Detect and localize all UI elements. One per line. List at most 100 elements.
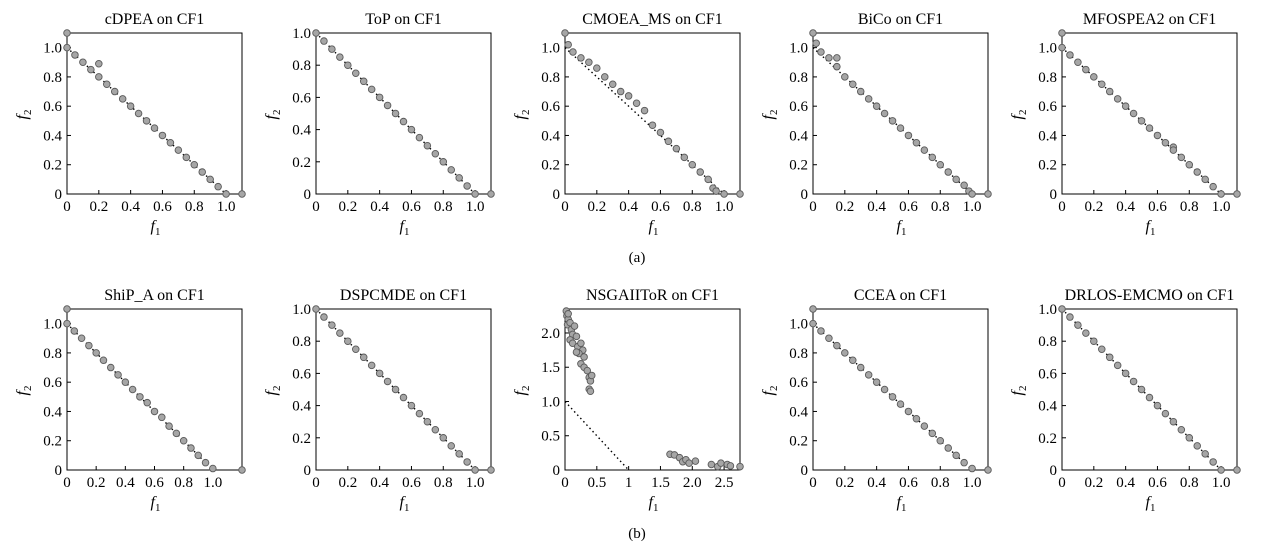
data-point — [423, 417, 432, 426]
data-point — [121, 378, 130, 386]
data-point — [158, 131, 167, 140]
data-point — [1185, 160, 1194, 169]
data-point — [172, 429, 181, 438]
data-point — [580, 353, 588, 361]
x-axis-label: f1 — [400, 218, 410, 238]
data-point — [431, 426, 440, 434]
data-point — [92, 349, 100, 357]
data-point — [664, 137, 673, 146]
y-tick-label: 0.2 — [789, 158, 808, 174]
y-tick-label: 0.4 — [1038, 128, 1057, 144]
data-point — [572, 348, 581, 356]
subplot-1: cDPEA on CF1 0 0.2 0.4 0.6 0.8 1.0 0 0.2 0.4 0.6 0.… — [14, 11, 246, 238]
x-tick-label: 1.0 — [715, 199, 734, 215]
y-tick-label: 0.2 — [43, 158, 62, 174]
data-point — [904, 407, 913, 416]
data-point — [632, 99, 641, 108]
data-point — [63, 43, 71, 52]
x-tick-label: 0.4 — [1116, 475, 1135, 491]
x-axis-label: f1 — [151, 494, 161, 514]
data-point — [165, 422, 173, 430]
data-point — [431, 149, 440, 158]
data-point — [1105, 353, 1114, 362]
x-tick-label: 0.2 — [1084, 475, 1103, 491]
data-point — [1121, 369, 1130, 378]
data-point — [1082, 65, 1090, 74]
data-point — [1113, 361, 1122, 370]
x-tick-label: 0 — [809, 475, 817, 491]
data-point — [312, 29, 320, 37]
x-tick-label: 1.0 — [1212, 475, 1231, 491]
data-point — [320, 313, 328, 321]
data-point — [1074, 321, 1082, 329]
x-tick-label: 0.6 — [1148, 199, 1167, 215]
y-tick-label: 1.0 — [292, 26, 311, 42]
y-tick-label: 0 — [304, 187, 312, 203]
x-tick-label: 0 — [312, 199, 320, 215]
data-point — [1090, 73, 1098, 81]
subplot-title: CCEA on CF1 — [854, 287, 947, 304]
data-point — [70, 327, 79, 335]
data-point — [809, 319, 817, 328]
x-tick-label: 1.0 — [466, 475, 485, 491]
data-point — [1058, 305, 1066, 313]
x-tick-label: 1.0 — [963, 475, 982, 491]
x-tick-label: 0.8 — [185, 199, 204, 215]
data-point — [1193, 168, 1201, 176]
x-tick-label: 0.6 — [899, 475, 918, 491]
data-point — [1066, 313, 1074, 321]
x-tick-label: 0.6 — [651, 199, 670, 215]
data-point — [352, 69, 360, 77]
data-point — [142, 117, 151, 125]
data-point — [95, 59, 103, 68]
axes-frame — [315, 308, 492, 471]
y-tick-label: 0.4 — [292, 123, 311, 139]
data-point — [238, 190, 246, 198]
x-axis-label: f1 — [400, 494, 410, 514]
subplot-2: ToP on CF1 0 0.2 0.4 0.6 0.8 1.0 0 0.2 0.4 0.6 0.8 1… — [263, 11, 495, 238]
data-point — [1209, 182, 1217, 191]
data-point — [809, 29, 817, 37]
data-point — [968, 190, 976, 198]
data-point — [896, 400, 905, 408]
data-point — [344, 337, 352, 345]
subplot-7: DSPCMDE on CF1 0 0.2 0.4 0.6 0.8 1.0 0 0.2 0.4 0.6… — [263, 287, 495, 514]
data-point — [158, 413, 166, 422]
data-point — [110, 87, 119, 96]
data-point — [415, 133, 424, 142]
data-point — [487, 466, 495, 474]
y-tick-label: 0 — [1050, 463, 1058, 479]
data-point — [463, 182, 471, 190]
y-tick-label: 0 — [553, 187, 561, 203]
x-tick-label: 0.6 — [402, 475, 421, 491]
data-point — [849, 80, 857, 88]
data-point — [383, 377, 392, 386]
x-tick-label: 0.2 — [338, 475, 357, 491]
data-point — [1129, 377, 1138, 386]
x-tick-label: 0.6 — [402, 199, 421, 215]
data-point — [712, 187, 720, 195]
data-point — [680, 153, 689, 162]
data-point — [817, 327, 825, 335]
data-point — [399, 393, 408, 402]
data-point — [561, 29, 569, 37]
data-point — [375, 369, 384, 378]
x-tick-label: 0.2 — [87, 475, 106, 491]
x-tick-label: 0 — [561, 199, 569, 215]
x-tick-label: 0.8 — [931, 475, 950, 491]
subplot-title: ShiP_A on CF1 — [104, 287, 204, 304]
data-point — [85, 341, 93, 350]
data-point — [328, 45, 336, 53]
data-point — [1169, 417, 1178, 426]
x-tick-label: 2.5 — [715, 475, 734, 491]
data-point — [194, 451, 202, 460]
data-point — [367, 85, 376, 94]
x-tick-label: 0.4 — [867, 475, 886, 491]
data-point — [336, 329, 344, 337]
data-point — [928, 153, 937, 162]
data-point — [352, 345, 360, 354]
data-point — [95, 73, 103, 81]
y-tick-label: 0.8 — [1038, 334, 1057, 350]
x-tick-label: 0.6 — [145, 475, 164, 491]
y-tick-label: 0.4 — [789, 404, 808, 420]
